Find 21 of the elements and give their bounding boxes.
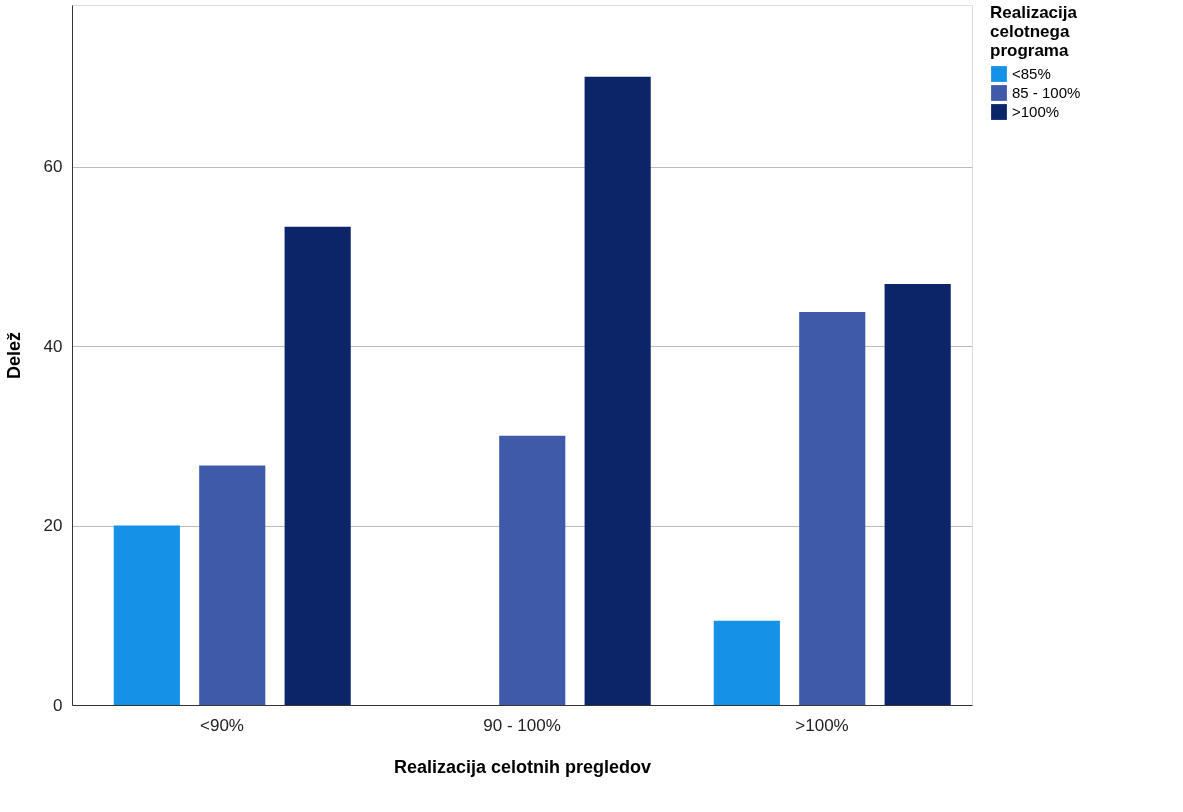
y-tick-label: 40	[43, 336, 63, 356]
legend-label: <85%	[1012, 65, 1051, 82]
x-axis-title: Realizacija celotnih pregledov	[393, 756, 652, 777]
x-tick-label: <90%	[200, 715, 244, 735]
bar	[884, 284, 951, 705]
legend-label: >100%	[1012, 103, 1060, 120]
bar	[199, 465, 266, 705]
bar	[713, 620, 780, 705]
x-tick-label: 90 - 100%	[483, 715, 561, 735]
x-tick-label: >100%	[795, 715, 849, 735]
legend-title: Realizacija celotnega programa	[990, 3, 1078, 60]
y-tick-label: 60	[43, 157, 63, 177]
y-axis-title: Delež	[3, 331, 24, 380]
bar	[799, 311, 866, 705]
y-tick-label: 20	[43, 516, 63, 536]
bar	[499, 435, 566, 705]
bar	[113, 525, 180, 705]
bar	[584, 76, 651, 705]
bar	[284, 226, 351, 705]
legend-label: 85 - 100%	[1012, 84, 1081, 101]
y-tick-label: 0	[53, 695, 63, 715]
